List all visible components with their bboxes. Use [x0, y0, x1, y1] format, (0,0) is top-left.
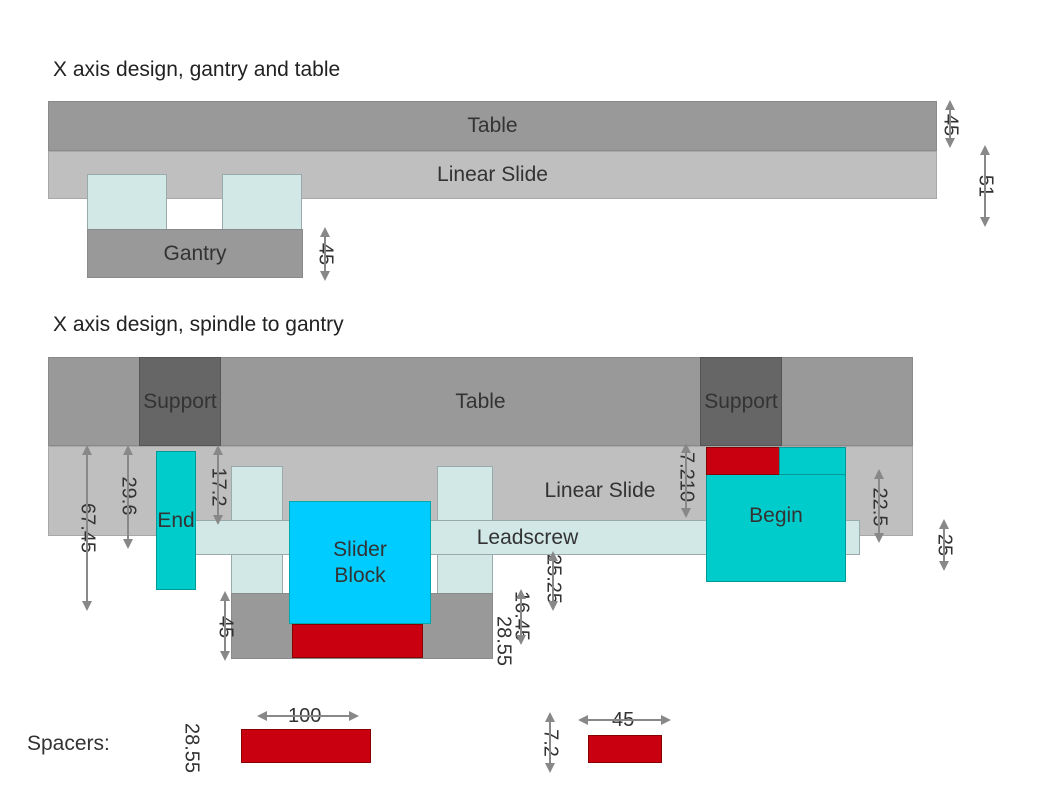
- gantry-block: Gantry: [87, 229, 303, 278]
- section2-title: X axis design, spindle to gantry: [53, 313, 344, 336]
- spacers-label: Spacers:: [27, 732, 110, 755]
- end-block: End: [156, 451, 196, 590]
- table-bar: Table: [48, 101, 937, 151]
- spacer-small: [588, 735, 662, 763]
- linear-slide-bar: Linear Slide: [48, 151, 937, 199]
- section1-title: X axis design, gantry and table: [53, 58, 341, 81]
- begin-block: Begin: [706, 474, 846, 582]
- spacer-large: [241, 729, 371, 763]
- support-left: Support: [139, 357, 221, 446]
- slider-block: Slider Block: [289, 501, 431, 624]
- spacer-under-slider: [292, 624, 423, 658]
- begin-top-cap: [779, 447, 846, 475]
- linear-slide-label: Linear Slide: [544, 479, 656, 503]
- support-right: Support: [700, 357, 782, 446]
